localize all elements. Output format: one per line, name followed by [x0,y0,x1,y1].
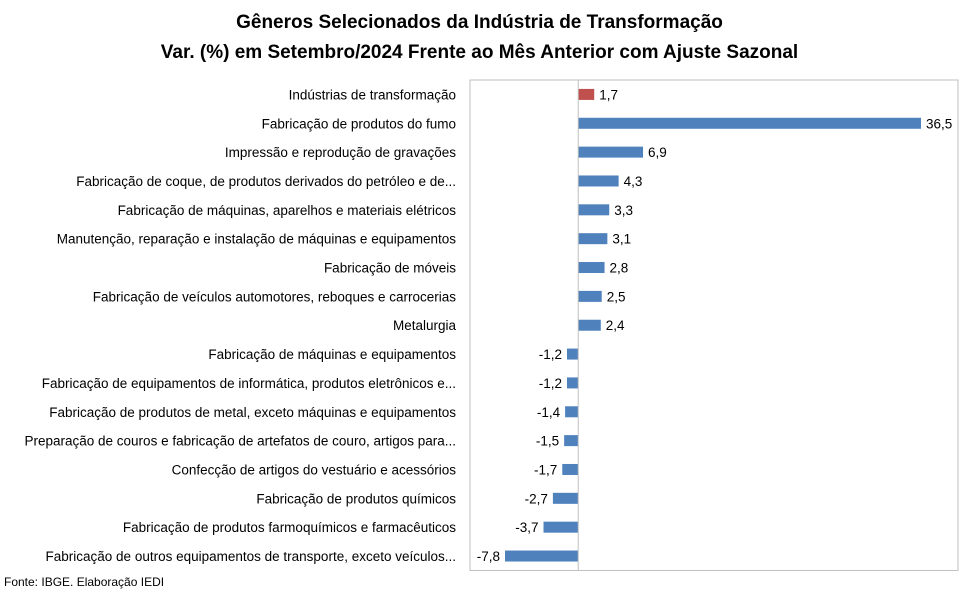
bar [565,406,579,418]
bar [566,377,579,389]
bar [578,262,605,274]
category-label: Impressão e reprodução de gravações [225,145,456,160]
data-label: -2,7 [525,491,548,506]
data-label: -7,8 [477,549,500,564]
category-label: Fabricação de produtos do fumo [262,116,456,131]
bar [578,319,601,331]
category-label: Manutenção, reparação e instalação de má… [57,232,457,247]
category-label: Fabricação de coque, de produtos derivad… [76,174,456,189]
data-label: -1,7 [534,462,557,477]
bar [566,348,579,360]
bar [578,233,608,245]
category-label: Fabricação de veículos automotores, rebo… [93,289,456,304]
bar [578,204,610,216]
category-label: Fabricação de produtos químicos [256,491,456,506]
category-label: Fabricação de outros equipamentos de tra… [46,549,456,564]
category-label: Fabricação de produtos de metal, exceto … [49,405,456,420]
bar [505,550,579,562]
bar [578,117,921,129]
data-label: 2,5 [607,289,626,304]
data-label: 2,4 [606,318,625,333]
category-label: Fabricação de máquinas e equipamentos [208,347,456,362]
chart-title: Gêneros Selecionados da Indústria de Tra… [236,12,723,33]
data-label: 3,3 [614,203,633,218]
data-label: 2,8 [610,261,629,276]
data-label: 1,7 [599,87,618,102]
bar [543,521,579,533]
source-note: Fonte: IBGE. Elaboração IEDI [4,575,165,589]
chart-subtitle: Var. (%) em Setembro/2024 Frente ao Mês … [160,42,799,63]
category-label: Indústrias de transformação [289,87,456,102]
bar [578,146,644,158]
bar [552,492,579,504]
category-label: Fabricação de móveis [324,261,456,276]
bar [578,175,619,187]
category-label: Metalurgia [393,318,457,333]
data-label: 4,3 [624,174,643,189]
data-label: -1,5 [536,434,559,449]
plot-area [469,79,959,571]
data-label: -3,7 [515,520,538,535]
data-label: 36,5 [926,116,952,131]
bar [578,88,595,100]
data-label: 6,9 [648,145,667,160]
bar [564,435,579,447]
bar [562,463,579,475]
data-label: -1,2 [539,376,562,391]
data-label: -1,4 [537,405,561,420]
category-label: Fabricação de produtos farmoquímicos e f… [123,520,456,535]
bar [578,290,602,302]
category-label: Fabricação de equipamentos de informátic… [42,376,456,391]
category-label: Confecção de artigos do vestuário e aces… [172,462,457,477]
category-label: Preparação de couros e fabricação de art… [24,434,456,449]
category-label: Fabricação de máquinas, aparelhos e mate… [118,203,457,218]
data-label: -1,2 [539,347,562,362]
data-label: 3,1 [612,232,631,247]
